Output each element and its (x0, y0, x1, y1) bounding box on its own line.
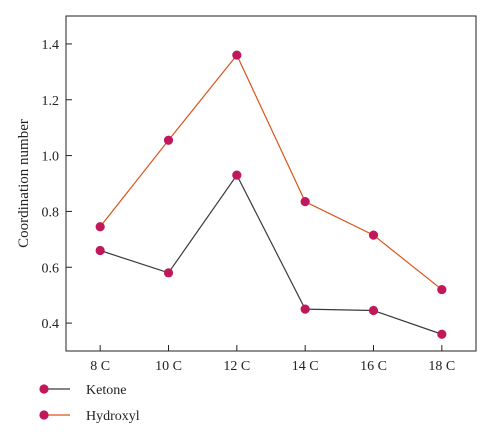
y-axis-title: Coordination number (16, 119, 32, 248)
series-ketone (95, 170, 447, 339)
hydroxyl-point (232, 50, 242, 60)
ketone-point (163, 268, 174, 278)
hydroxyl-point (95, 222, 105, 232)
legend-swatch-marker (39, 384, 49, 394)
ketone-point (95, 245, 105, 256)
y-tick-label: 0.6 (42, 261, 60, 276)
legend-label: Ketone (86, 383, 126, 398)
ketone-point (232, 170, 242, 180)
plot-frame (65, 15, 477, 352)
series-hydroxyl (95, 50, 447, 295)
y-tick-label: 0.4 (42, 317, 60, 332)
legend-swatch-marker (39, 410, 49, 420)
legend-label: Hydroxyl (86, 409, 140, 424)
ketone-point (437, 329, 447, 339)
hydroxyl-point (368, 230, 379, 240)
y-tick-label: 1.4 (42, 38, 60, 53)
hydroxyl-point (300, 197, 310, 207)
x-tick-label: 10 C (155, 359, 182, 374)
x-tick-label: 16 C (360, 359, 387, 374)
y-axis: 0.4 0.6 0.8 1.0 1.2 1.4 (42, 38, 72, 332)
ketone-point (368, 305, 379, 316)
y-tick-label: 1.2 (42, 94, 60, 109)
legend-item-hydroxyl: Hydroxyl (39, 409, 140, 424)
x-tick-label: 8 C (90, 359, 110, 374)
ketone-line (99, 173, 443, 335)
ketone-point (300, 304, 310, 314)
x-tick-label: 18 C (428, 359, 455, 374)
hydroxyl-line (99, 53, 443, 291)
x-tick-label: 12 C (223, 359, 250, 374)
legend: Ketone Hydroxyl (39, 383, 140, 424)
hydroxyl-point (163, 135, 174, 145)
x-axis: 8 C 10 C 12 C 14 C 16 C 18 C (90, 345, 455, 374)
legend-item-ketone: Ketone (39, 383, 126, 398)
hydroxyl-point (437, 284, 447, 295)
y-tick-label: 1.0 (42, 150, 60, 165)
series-layer (95, 50, 447, 339)
y-tick-label: 0.8 (42, 205, 60, 220)
x-tick-label: 14 C (292, 359, 319, 374)
